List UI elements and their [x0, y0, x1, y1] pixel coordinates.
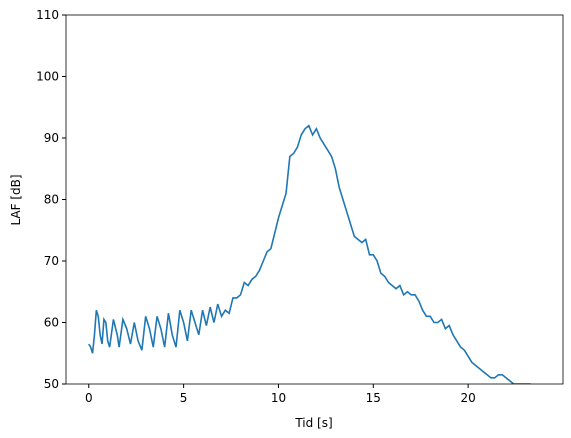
y-tick-label: 100 [36, 70, 59, 84]
y-tick-label: 80 [44, 193, 59, 207]
x-tick-label: 20 [461, 391, 476, 405]
x-tick-label: 0 [85, 391, 93, 405]
plot-frame [65, 14, 564, 385]
line [88, 124, 531, 384]
x-tick-label: 5 [180, 391, 188, 405]
y-axis-label: LAF [dB] [9, 174, 23, 225]
y-tick-label: 50 [44, 377, 59, 391]
x-tick-label: 15 [366, 391, 381, 405]
y-tick-label: 110 [36, 8, 59, 22]
y-tick-label: 90 [44, 131, 59, 145]
x-tick-label: 10 [271, 391, 286, 405]
x-axis-label: Tid [s] [294, 416, 332, 430]
y-tick-label: 70 [44, 254, 59, 268]
y-tick-label: 60 [44, 316, 59, 330]
